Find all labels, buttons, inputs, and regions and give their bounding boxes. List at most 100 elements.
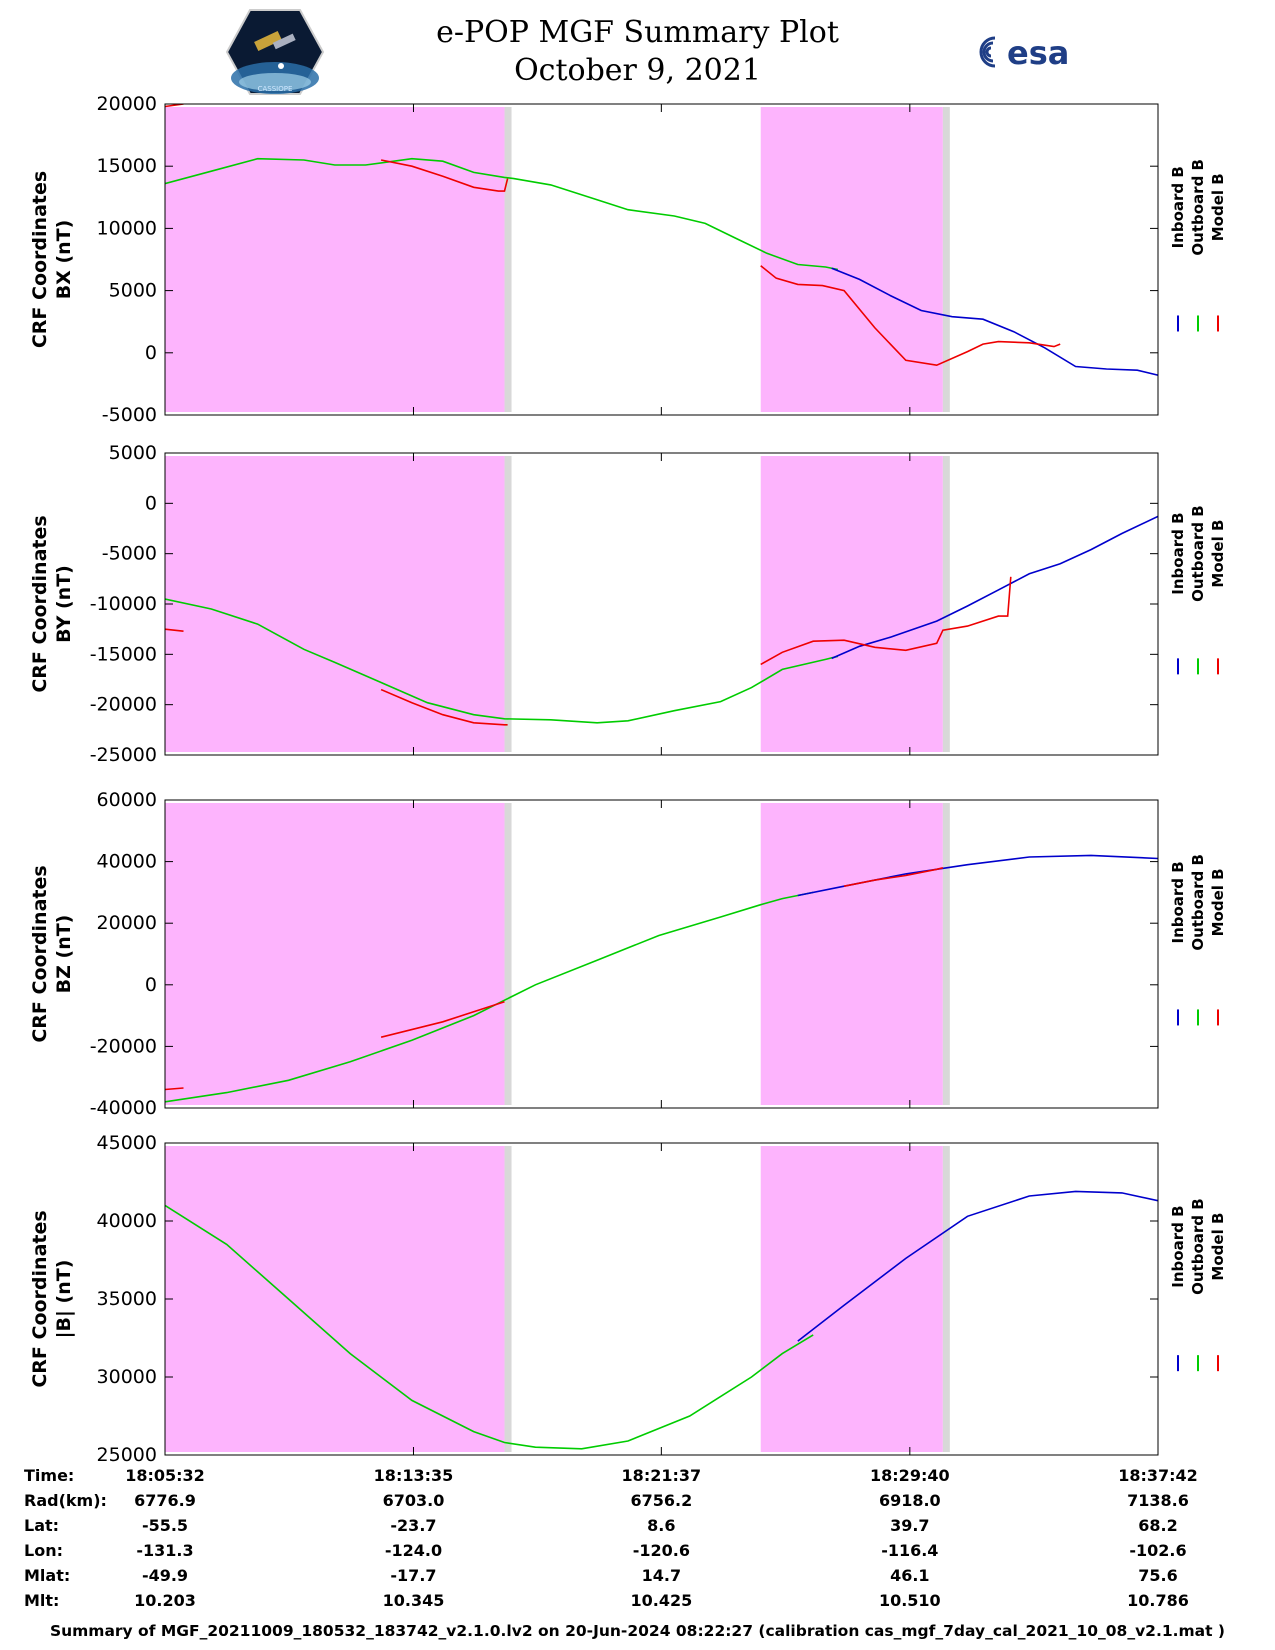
panel-2: -25000 -20000 -15000 -10000 -5000 0 5000 CRF Co…: [29, 442, 1227, 766]
series-model-b: [165, 1087, 184, 1091]
shaded-region: [165, 1146, 505, 1452]
y-axis-label-line1: CRF Coordinates: [29, 865, 51, 1042]
row-label: Rad(km):: [24, 1491, 107, 1510]
row-value: 6918.0: [878, 1491, 941, 1510]
shaded-region-edge: [504, 107, 512, 412]
page-title: e-POP MGF Summary Plot October 9, 2021: [0, 14, 1275, 90]
series-model-b: [380, 1000, 505, 1038]
row-value: 39.7: [890, 1516, 930, 1535]
row-value: 68.2: [1138, 1516, 1178, 1535]
panel-3: -40000 -20000 0 20000 40000 60000 CRF Coordina…: [29, 789, 1227, 1119]
y-tick-label: 25000: [97, 1444, 157, 1466]
row-value: -23.7: [390, 1516, 437, 1535]
title-line-2: October 9, 2021: [514, 53, 761, 88]
row-value: 18:13:35: [373, 1466, 454, 1485]
row-value: 46.1: [890, 1566, 930, 1585]
y-tick-label: -40000: [90, 1097, 157, 1119]
legend-inboard: Inboard B: [1169, 166, 1187, 248]
legend-model: Model B: [1209, 868, 1227, 936]
series-model-b: [760, 265, 1061, 367]
shaded-region: [165, 803, 505, 1105]
y-axis-label-line2: BZ (nT): [53, 915, 75, 994]
row-value: -102.6: [1129, 1541, 1187, 1560]
row-value: 6703.0: [382, 1491, 445, 1510]
y-axis-label-line1: CRF Coordinates: [29, 1210, 51, 1387]
y-tick-label: -5000: [102, 543, 157, 565]
y-axis-label-line1: CRF Coordinates: [29, 515, 51, 692]
legend-inboard: Inboard B: [1169, 512, 1187, 594]
y-tick-label: 35000: [97, 1288, 157, 1310]
row-value: 75.6: [1138, 1566, 1178, 1585]
row-value: 18:37:42: [1118, 1466, 1198, 1485]
row-value: -55.5: [141, 1516, 189, 1535]
series-outboard-b: [165, 157, 839, 271]
row-value: 14.7: [641, 1566, 682, 1585]
row-value: 10.786: [1127, 1591, 1189, 1610]
legend-outboard: Outboard B: [1189, 505, 1207, 602]
row-value: -120.6: [632, 1541, 690, 1560]
panel-1: -5000 0 5000 10000 15000 20000 CRF Coordinates…: [29, 93, 1227, 426]
y-tick-label: 0: [145, 342, 157, 364]
row-value: 6756.2: [630, 1491, 693, 1510]
row-value: -124.0: [384, 1541, 443, 1560]
cassiope-logo-text: CASSIOPE: [258, 85, 293, 93]
row-value: 6776.9: [134, 1491, 196, 1510]
series-outboard-b: [165, 598, 839, 724]
shaded-region-edge: [942, 803, 950, 1105]
y-tick-label: -20000: [90, 1035, 157, 1057]
shaded-region: [760, 803, 943, 1105]
series-model-b: [843, 867, 944, 887]
y-tick-label: 40000: [97, 1210, 157, 1232]
y-axis-label-line2: BY (nT): [53, 565, 75, 643]
row-value: -17.7: [390, 1566, 437, 1585]
cassiope-logo: CASSIOPE: [225, 9, 325, 95]
row-value: 10.203: [134, 1591, 196, 1610]
series-model-b: [165, 628, 184, 632]
shaded-region-edge: [504, 803, 512, 1105]
y-axis-label-line1: CRF Coordinates: [29, 171, 51, 348]
legend-model: Model B: [1209, 1213, 1227, 1281]
row-label: Lon:: [24, 1541, 63, 1560]
row-value: 10.510: [878, 1591, 941, 1610]
series-model-b: [380, 688, 508, 726]
y-tick-label: -5000: [102, 404, 157, 426]
y-tick-label: 45000: [97, 1132, 157, 1154]
row-value: 10.345: [382, 1591, 445, 1610]
y-tick-label: 20000: [97, 912, 157, 934]
shaded-region: [760, 456, 943, 752]
y-tick-label: 10000: [97, 217, 157, 239]
row-value: 10.425: [630, 1591, 693, 1610]
shaded-region-edge: [504, 1146, 512, 1452]
series-model-b: [760, 576, 1012, 666]
series-inboard-b: [831, 267, 1158, 377]
series-inboard-b: [797, 1190, 1158, 1342]
esa-logo: esa: [979, 34, 1069, 72]
row-value: -131.3: [136, 1541, 194, 1560]
shaded-region-edge: [942, 107, 950, 412]
y-tick-label: 40000: [97, 851, 157, 873]
row-label: Mlt:: [24, 1591, 60, 1610]
row-value: 18:29:40: [870, 1466, 950, 1485]
row-value: -116.4: [881, 1541, 939, 1560]
shaded-region-edge: [504, 456, 512, 752]
row-label: Mlat:: [24, 1566, 71, 1585]
y-tick-label: 5000: [109, 280, 157, 302]
series-outboard-b: [165, 891, 814, 1103]
row-label: Time:: [24, 1466, 75, 1485]
row-value: 18:21:37: [621, 1466, 702, 1485]
legend-inboard: Inboard B: [1169, 861, 1187, 943]
title-line-1: e-POP MGF Summary Plot: [436, 15, 839, 50]
y-tick-label: 15000: [97, 155, 157, 177]
shaded-region: [165, 107, 505, 412]
y-tick-label: 60000: [97, 789, 157, 811]
row-label: Lat:: [24, 1516, 60, 1535]
footer-caption: Summary of MGF_20211009_180532_183742_v2…: [49, 1622, 1226, 1640]
legend-model: Model B: [1209, 520, 1227, 588]
esa-logo-text: esa: [1007, 34, 1069, 72]
row-value: 7138.6: [1127, 1491, 1189, 1510]
row-value: -49.9: [141, 1566, 189, 1585]
row-value: 18:05:32: [125, 1466, 205, 1485]
row-value: 8.6: [647, 1516, 676, 1535]
series-model-b: [380, 159, 509, 192]
legend-model: Model B: [1209, 173, 1227, 241]
